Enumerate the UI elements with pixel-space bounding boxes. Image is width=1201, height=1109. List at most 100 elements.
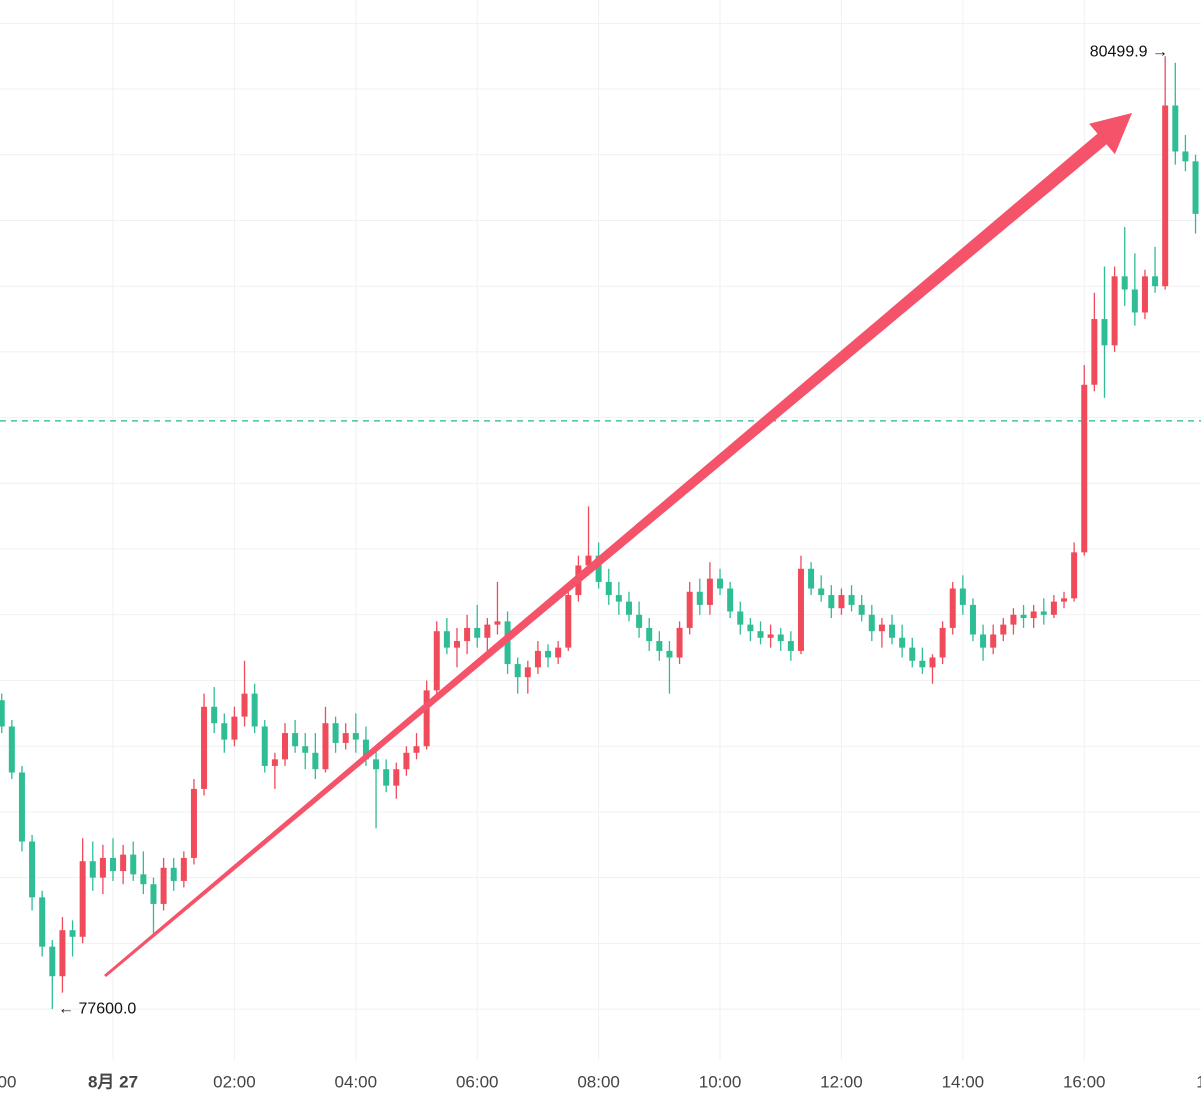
- candle-body: [464, 627, 471, 642]
- candle-body: [120, 854, 127, 872]
- candle-body: [1182, 151, 1189, 162]
- candle-body: [110, 857, 117, 872]
- candle-body: [1091, 319, 1098, 385]
- candle-body: [534, 650, 541, 668]
- candle-body: [261, 726, 268, 766]
- candle-body: [453, 641, 460, 648]
- trend-arrow: [104, 113, 1132, 977]
- candle-body: [494, 621, 501, 625]
- candle-body: [636, 614, 643, 628]
- candle-body: [322, 723, 329, 770]
- candle-body: [949, 588, 956, 628]
- candle-body: [18, 772, 25, 842]
- candle-body: [737, 611, 744, 625]
- candle-body: [393, 769, 400, 786]
- candle-body: [170, 867, 177, 881]
- candle-body: [848, 595, 855, 605]
- candle-body: [29, 841, 36, 898]
- max-label: 80499.9 →: [1090, 43, 1168, 60]
- candle-body: [281, 733, 288, 760]
- candle-body: [595, 555, 602, 582]
- candle-body: [251, 693, 258, 727]
- candle-body: [524, 667, 531, 678]
- candle-body: [0, 700, 5, 727]
- candle-body: [939, 627, 946, 658]
- candle-body: [959, 588, 966, 605]
- candle-body: [828, 595, 835, 609]
- candle-body: [545, 650, 552, 658]
- candle-body: [1121, 276, 1128, 290]
- candle-body: [727, 588, 734, 612]
- candle-body: [8, 726, 15, 773]
- candle-body: [808, 568, 815, 589]
- candle-body: [99, 857, 106, 878]
- candle-body: [1020, 614, 1027, 619]
- candle-body: [1162, 105, 1169, 287]
- candle-body: [403, 752, 410, 770]
- candle-body: [585, 555, 592, 566]
- candle-body: [352, 733, 359, 740]
- candle-body: [190, 788, 197, 858]
- x-tick-label: 8月 27: [88, 1072, 138, 1091]
- candle-body: [514, 664, 521, 678]
- candle-body: [474, 627, 481, 638]
- candle-body: [241, 693, 248, 717]
- candle-body: [140, 874, 147, 885]
- x-tick-label: 16:00: [1063, 1072, 1106, 1091]
- grid: [0, 0, 1201, 1060]
- candle-body: [130, 854, 137, 875]
- candle-body: [271, 759, 278, 766]
- candle-body: [160, 867, 167, 904]
- candle-body: [909, 647, 916, 661]
- candle-body: [1101, 319, 1108, 346]
- candle-body: [201, 706, 208, 789]
- candle-body: [231, 716, 238, 740]
- candle-body: [646, 627, 653, 642]
- candle-body: [383, 769, 390, 786]
- candle-body: [413, 746, 420, 753]
- min-label: ← 77600.0: [58, 1000, 136, 1017]
- candle-body: [302, 746, 309, 753]
- candle-body: [868, 614, 875, 632]
- candle-body: [39, 897, 46, 947]
- labels: 00 8月 27 02:00 04:00 06:00 08:00 10:00 12:00 14:…: [0, 43, 1201, 1091]
- candle-body: [1061, 598, 1068, 602]
- candle-body: [717, 578, 724, 589]
- candle-body: [787, 641, 794, 651]
- candle-body: [797, 568, 804, 651]
- candle-body: [484, 624, 491, 638]
- candle-body: [1050, 601, 1057, 615]
- x-tick-label: 00: [0, 1072, 16, 1091]
- x-tick-label: 02:00: [213, 1072, 256, 1091]
- candle-body: [747, 624, 754, 632]
- candle-body: [1040, 611, 1047, 615]
- candle-body: [929, 657, 936, 668]
- candle-body: [1131, 289, 1138, 313]
- candle-body: [221, 723, 228, 740]
- candle-body: [919, 660, 926, 668]
- candle-body: [980, 634, 987, 648]
- candle-body: [1192, 161, 1199, 214]
- candle-body: [1081, 384, 1088, 553]
- candle-body: [555, 647, 562, 658]
- candle-body: [49, 946, 56, 977]
- candle-body: [180, 857, 187, 881]
- x-tick-label: 14:00: [942, 1072, 985, 1091]
- candle-body: [767, 634, 774, 638]
- candle-body: [899, 637, 906, 648]
- candle-body: [969, 604, 976, 635]
- candle-body: [1010, 614, 1017, 625]
- candle-body: [656, 641, 663, 651]
- candle-body: [443, 631, 450, 648]
- candle-body: [1141, 276, 1148, 313]
- candle-body: [666, 650, 673, 658]
- candle-body: [1030, 611, 1037, 619]
- candle-body: [676, 627, 683, 658]
- candle-body: [706, 578, 713, 605]
- candle-body: [292, 733, 299, 747]
- candles: [0, 56, 1199, 1010]
- candle-body: [69, 930, 76, 937]
- candle-body: [373, 759, 380, 770]
- candle-body: [211, 706, 218, 724]
- x-tick-label: 08:00: [577, 1072, 620, 1091]
